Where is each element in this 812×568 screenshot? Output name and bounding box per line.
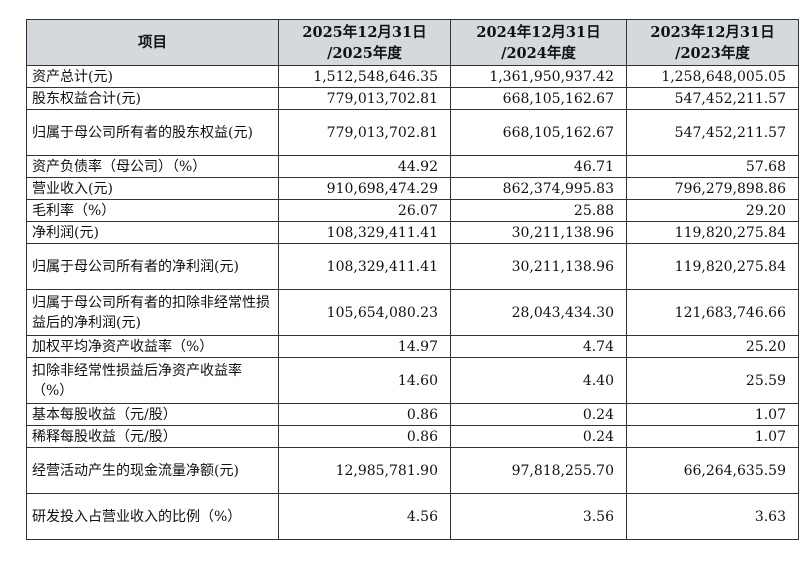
row-value: 29.20 bbox=[626, 199, 799, 222]
row-label: 归属于母公司所有者的净利润(元) bbox=[26, 243, 279, 290]
row-value: 26.07 bbox=[278, 199, 451, 222]
table-row: 归属于母公司所有者的扣除非经常性损益后的净利润(元) 105,654,080.23… bbox=[26, 289, 799, 336]
table-body: 资产总计(元) 1,512,548,646.35 1,361,950,937.42 1… bbox=[26, 65, 799, 540]
row-value: 44.92 bbox=[278, 155, 451, 178]
header-item: 项目 bbox=[26, 19, 279, 66]
table-row: 股东权益合计(元) 779,013,702.81 668,105,162.67 547… bbox=[26, 87, 799, 110]
row-value: 30,211,138.96 bbox=[450, 221, 627, 244]
row-value: 4.40 bbox=[450, 357, 627, 404]
table-row: 资产总计(元) 1,512,548,646.35 1,361,950,937.42 1… bbox=[26, 65, 799, 88]
row-value: 30,211,138.96 bbox=[450, 243, 627, 290]
row-value: 46.71 bbox=[450, 155, 627, 178]
row-value: 779,013,702.81 bbox=[278, 87, 451, 110]
row-value: 1,361,950,937.42 bbox=[450, 65, 627, 88]
header-date: 2023年12月31日 bbox=[650, 23, 775, 41]
row-label: 稀释每股收益（元/股） bbox=[26, 425, 279, 448]
row-value: 57.68 bbox=[626, 155, 799, 178]
row-value: 0.24 bbox=[450, 425, 627, 448]
row-value: 3.56 bbox=[450, 493, 627, 540]
row-value: 3.63 bbox=[626, 493, 799, 540]
row-value: 108,329,411.41 bbox=[278, 243, 451, 290]
row-value: 97,818,255.70 bbox=[450, 447, 627, 494]
row-label: 加权平均净资产收益率（%） bbox=[26, 335, 279, 358]
table-row: 毛利率（%） 26.07 25.88 29.20 bbox=[26, 199, 799, 222]
table-row: 扣除非经常性损益后净资产收益率（%） 14.60 4.40 25.59 bbox=[26, 357, 799, 404]
row-value: 119,820,275.84 bbox=[626, 221, 799, 244]
row-label: 净利润(元) bbox=[26, 221, 279, 244]
row-value: 4.74 bbox=[450, 335, 627, 358]
row-label: 股东权益合计(元) bbox=[26, 87, 279, 110]
row-value: 0.86 bbox=[278, 403, 451, 426]
header-year-2023: 2023年12月31日 /2023年度 bbox=[626, 19, 799, 66]
header-date: 2025年12月31日 bbox=[302, 23, 427, 41]
row-value: 668,105,162.67 bbox=[450, 109, 627, 156]
row-label: 营业收入(元) bbox=[26, 177, 279, 200]
table-row: 净利润(元) 108,329,411.41 30,211,138.96 119,820… bbox=[26, 221, 799, 244]
header-row: 项目 2025年12月31日 /2025年度 2024年12月31日 /2024… bbox=[26, 19, 799, 66]
row-value: 12,985,781.90 bbox=[278, 447, 451, 494]
table-row: 归属于母公司所有者的净利润(元) 108,329,411.41 30,211,138… bbox=[26, 243, 799, 290]
row-value: 1.07 bbox=[626, 403, 799, 426]
row-value: 105,654,080.23 bbox=[278, 289, 451, 336]
row-label: 研发投入占营业收入的比例（%） bbox=[26, 493, 279, 540]
row-value: 119,820,275.84 bbox=[626, 243, 799, 290]
header-period: /2024年度 bbox=[501, 44, 576, 62]
row-label: 毛利率（%） bbox=[26, 199, 279, 222]
row-label: 资产负债率（母公司）（%） bbox=[26, 155, 279, 178]
row-value: 14.60 bbox=[278, 357, 451, 404]
row-value: 14.97 bbox=[278, 335, 451, 358]
table-row: 研发投入占营业收入的比例（%） 4.56 3.56 3.63 bbox=[26, 493, 799, 540]
row-value: 25.59 bbox=[626, 357, 799, 404]
row-value: 668,105,162.67 bbox=[450, 87, 627, 110]
row-value: 0.86 bbox=[278, 425, 451, 448]
header-period: /2023年度 bbox=[675, 44, 750, 62]
table-row: 稀释每股收益（元/股） 0.86 0.24 1.07 bbox=[26, 425, 799, 448]
row-value: 0.24 bbox=[450, 403, 627, 426]
table-header: 项目 2025年12月31日 /2025年度 2024年12月31日 /2024… bbox=[26, 19, 799, 66]
row-value: 66,264,635.59 bbox=[626, 447, 799, 494]
row-value: 108,329,411.41 bbox=[278, 221, 451, 244]
row-value: 1.07 bbox=[626, 425, 799, 448]
table-row: 加权平均净资产收益率（%） 14.97 4.74 25.20 bbox=[26, 335, 799, 358]
row-label: 扣除非经常性损益后净资产收益率（%） bbox=[26, 357, 279, 404]
table-row: 基本每股收益（元/股） 0.86 0.24 1.07 bbox=[26, 403, 799, 426]
table-row: 资产负债率（母公司）（%） 44.92 46.71 57.68 bbox=[26, 155, 799, 178]
table-row: 营业收入(元) 910,698,474.29 862,374,995.83 796,2… bbox=[26, 177, 799, 200]
row-value: 1,258,648,005.05 bbox=[626, 65, 799, 88]
row-label: 归属于母公司所有者的股东权益(元) bbox=[26, 109, 279, 156]
header-year-2024: 2024年12月31日 /2024年度 bbox=[450, 19, 627, 66]
row-value: 796,279,898.86 bbox=[626, 177, 799, 200]
row-value: 121,683,746.66 bbox=[626, 289, 799, 336]
row-value: 547,452,211.57 bbox=[626, 87, 799, 110]
row-value: 25.88 bbox=[450, 199, 627, 222]
header-year-2025: 2025年12月31日 /2025年度 bbox=[278, 19, 451, 66]
row-label: 基本每股收益（元/股） bbox=[26, 403, 279, 426]
table-row: 经营活动产生的现金流量净额(元) 12,985,781.90 97,818,255.… bbox=[26, 447, 799, 494]
header-date: 2024年12月31日 bbox=[476, 23, 601, 41]
financial-summary-table: 项目 2025年12月31日 /2025年度 2024年12月31日 /2024… bbox=[26, 19, 799, 540]
row-label: 资产总计(元) bbox=[26, 65, 279, 88]
row-value: 1,512,548,646.35 bbox=[278, 65, 451, 88]
row-label: 归属于母公司所有者的扣除非经常性损益后的净利润(元) bbox=[26, 289, 279, 336]
header-period: /2025年度 bbox=[327, 44, 402, 62]
row-value: 862,374,995.83 bbox=[450, 177, 627, 200]
row-value: 547,452,211.57 bbox=[626, 109, 799, 156]
row-value: 28,043,434.30 bbox=[450, 289, 627, 336]
row-label: 经营活动产生的现金流量净额(元) bbox=[26, 447, 279, 494]
row-value: 4.56 bbox=[278, 493, 451, 540]
table-row: 归属于母公司所有者的股东权益(元) 779,013,702.81 668,105,1… bbox=[26, 109, 799, 156]
row-value: 25.20 bbox=[626, 335, 799, 358]
row-value: 910,698,474.29 bbox=[278, 177, 451, 200]
row-value: 779,013,702.81 bbox=[278, 109, 451, 156]
